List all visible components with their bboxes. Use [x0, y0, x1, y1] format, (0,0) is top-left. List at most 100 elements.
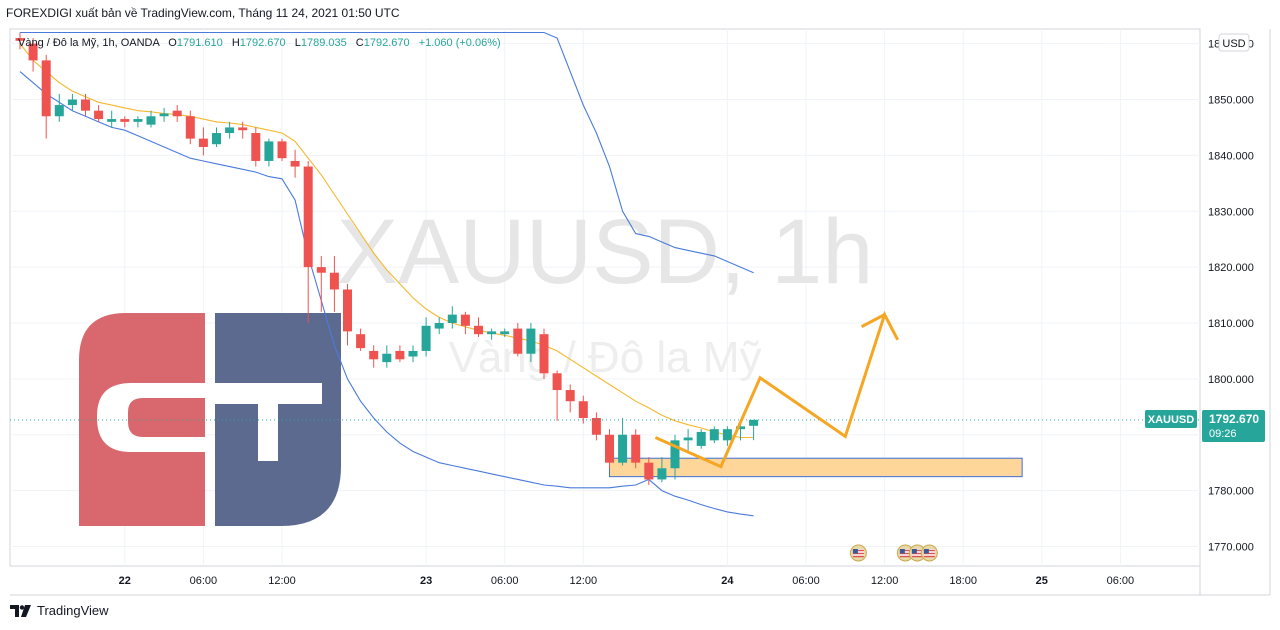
candle-body [578, 401, 588, 418]
tradingview-logo-icon [10, 604, 31, 617]
candle [657, 457, 667, 483]
candle-body [670, 440, 680, 469]
candle-body [198, 138, 208, 147]
high-value: 1792.670 [240, 37, 286, 49]
candle-body [146, 116, 156, 125]
price-tag-bg [1202, 410, 1265, 442]
projection-arrow [654, 310, 900, 469]
symbol-tag-label: XAUUSD [1148, 414, 1195, 426]
symbol-name: Vàng / Đô la Mỹ, 1h, OANDA [18, 37, 160, 49]
time-tick-label: 06:00 [792, 575, 820, 587]
candle [329, 255, 339, 312]
candle [500, 328, 510, 337]
candle [722, 426, 732, 446]
candle-body [565, 390, 575, 402]
candle-body [225, 127, 235, 134]
watermark: XAUUSD, 1h Vàng / Đô la Mỹ [337, 201, 874, 382]
candle-body [709, 429, 719, 441]
candle [15, 32, 25, 50]
candle-body [28, 43, 38, 61]
time-tick-label: 22 [119, 575, 131, 587]
price-tick-label: 1770.000 [1208, 542, 1254, 554]
candle-body [15, 38, 25, 41]
us-flag-icon [849, 544, 867, 562]
candle [94, 105, 104, 122]
candle [264, 138, 274, 167]
candle-body [749, 419, 759, 426]
time-tick-label: 06:00 [190, 575, 218, 587]
candle [749, 419, 759, 441]
candle [631, 429, 641, 469]
candle-body [683, 437, 693, 441]
candle [146, 110, 156, 128]
time-tick-label: 23 [420, 575, 432, 587]
candle [107, 110, 117, 128]
candle [670, 434, 680, 480]
candle [696, 429, 706, 449]
candle-body [107, 119, 117, 122]
change-value: +1.060 (+0.06%) [419, 37, 501, 49]
tradingview-footer[interactable]: TradingView [10, 603, 109, 618]
candle [81, 93, 90, 117]
candle [356, 328, 366, 351]
candle [447, 306, 457, 329]
close-label: C [356, 37, 364, 49]
price-tick-label: 1800.000 [1208, 374, 1254, 386]
event-flag-group [849, 544, 867, 562]
candle-body [722, 429, 732, 441]
candle [133, 116, 143, 128]
us-flag-icon [908, 544, 926, 562]
candle-body [487, 331, 497, 335]
candle [303, 160, 313, 323]
bollinger-basis-line [19, 43, 754, 439]
candle [618, 417, 628, 466]
candle-body [264, 141, 274, 161]
candle [120, 116, 130, 128]
candle [316, 255, 326, 312]
time-axis: 22 06:00 12:00 23 06:00 12:00 24 06:00 12:00 18:0… [119, 575, 1134, 587]
candle-body [552, 373, 562, 391]
price-tag-countdown: 09:26 [1209, 428, 1237, 440]
candle-body [238, 127, 248, 131]
candle-body [618, 434, 628, 463]
price-tag: XAUUSD 1792.670 09:26 [1145, 410, 1265, 442]
candle [565, 384, 575, 413]
candle-body [94, 110, 104, 120]
candle [474, 317, 483, 337]
candle-body [591, 417, 601, 435]
candle-body [657, 468, 667, 480]
candle-body [120, 119, 130, 122]
candle [238, 121, 248, 139]
currency-badge[interactable]: USD [1218, 33, 1250, 52]
publisher-header: FOREXDIGI xuất bản về TradingView.com, T… [6, 6, 400, 20]
candle-body [212, 133, 221, 145]
candle [54, 93, 64, 122]
candle-body [343, 289, 352, 332]
time-tick-label: 24 [721, 575, 734, 587]
bollinger-lower-line [19, 71, 754, 517]
candle [421, 317, 431, 357]
bollinger-upper-line [20, 31, 754, 274]
time-tick-label: 12:00 [871, 575, 899, 587]
candle [591, 412, 601, 441]
candle-body [539, 334, 549, 374]
candle [159, 107, 169, 122]
candle [290, 149, 300, 178]
candle-body [67, 99, 77, 106]
candle-body [421, 325, 431, 351]
candle-body [395, 350, 405, 360]
candles [15, 32, 759, 486]
candle-body [474, 325, 483, 335]
economic-events [849, 544, 938, 562]
time-tick-label: 12:00 [268, 575, 296, 587]
candle [539, 328, 549, 379]
candle-body [513, 328, 523, 354]
time-tick-label: 06:00 [491, 575, 519, 587]
candle-body [644, 462, 654, 480]
candle [41, 54, 51, 139]
candle-body [54, 105, 64, 117]
low-label: L [295, 37, 301, 49]
watermark-ticker: XAUUSD, 1h [337, 201, 874, 303]
candle-body [631, 434, 641, 463]
